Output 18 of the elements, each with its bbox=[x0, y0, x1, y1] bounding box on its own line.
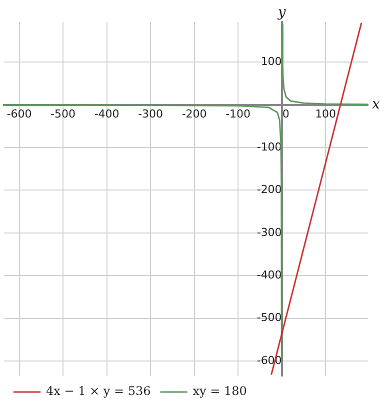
x-tick-label: 0 bbox=[282, 107, 290, 120]
y-tick-label: -200 bbox=[256, 183, 282, 196]
x-tick-label: -500 bbox=[50, 107, 76, 120]
y-tick-label: -100 bbox=[256, 140, 282, 154]
y-axis-title: y bbox=[276, 4, 287, 21]
x-tick-label: -400 bbox=[94, 107, 120, 120]
y-tick-label: 100 bbox=[260, 55, 282, 68]
legend-label: xy = 180 bbox=[192, 384, 247, 398]
x-tick-label: -300 bbox=[138, 107, 164, 120]
y-tick-label: -300 bbox=[256, 226, 282, 239]
y-tick-label: -400 bbox=[256, 268, 282, 282]
x-tick-label: -100 bbox=[226, 107, 251, 120]
x-tick-label: -200 bbox=[182, 107, 207, 120]
y-tick-label: -500 bbox=[256, 311, 282, 324]
legend-label: 4x − 1 × y = 536 bbox=[46, 384, 151, 398]
x-tick-label: 100 bbox=[315, 107, 336, 120]
x-tick-label: -600 bbox=[6, 107, 32, 120]
x-axis-title: x bbox=[372, 96, 380, 112]
